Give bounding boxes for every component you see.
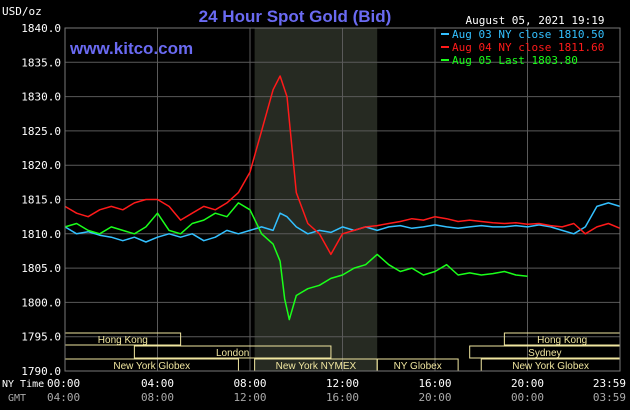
y-axis-ticks: 1790.0 1795.0 1800.0 1805.0 1810.0 1815.0 1820… bbox=[21, 22, 61, 378]
x-tick-label-ny: 12:00 bbox=[326, 377, 359, 390]
x-tick-label-gmt: 20:00 bbox=[418, 391, 451, 404]
session-label: Hong Kong bbox=[537, 335, 587, 346]
x-tick-label-ny: 20:00 bbox=[511, 377, 544, 390]
session-label: Sydney bbox=[528, 348, 561, 359]
unit-label: USD/oz bbox=[2, 5, 42, 18]
x-axis-ticks: 00:00 04:00 08:00 12:00 16:00 20:00 23:5904:00… bbox=[47, 377, 626, 404]
y-tick-label: 1830.0 bbox=[21, 91, 61, 104]
y-tick-label: 1835.0 bbox=[21, 56, 61, 69]
y-tick-label: 1810.0 bbox=[21, 228, 61, 241]
y-tick-label: 1820.0 bbox=[21, 159, 61, 172]
legend-entry: Aug 05 Last 1803.80 bbox=[452, 54, 578, 67]
session-label: New York Globex bbox=[113, 361, 190, 372]
session-label: Hong Kong bbox=[98, 335, 148, 346]
x-tick-label-ny: 23:59 bbox=[593, 377, 626, 390]
x-tick-label-ny: 04:00 bbox=[141, 377, 174, 390]
x-tick-label-ny: 08:00 bbox=[233, 377, 266, 390]
session-box bbox=[133, 345, 332, 359]
x-tick-label-gmt: 16:00 bbox=[326, 391, 359, 404]
chart-title: 24 Hour Spot Gold (Bid) bbox=[199, 7, 392, 26]
series-line-3 bbox=[64, 202, 528, 321]
x-tick-label-gmt: 00:00 bbox=[511, 391, 544, 404]
gmt-label: GMT bbox=[8, 393, 26, 404]
session-label: NY Globex bbox=[394, 361, 442, 372]
x-tick-label-gmt: 08:00 bbox=[141, 391, 174, 404]
y-tick-label: 1840.0 bbox=[21, 22, 61, 35]
x-tick-label-gmt: 12:00 bbox=[233, 391, 266, 404]
y-tick-label: 1795.0 bbox=[21, 331, 61, 344]
series-line-2 bbox=[64, 75, 621, 256]
session-label: New York NYMEX bbox=[276, 361, 357, 372]
y-tick-label: 1800.0 bbox=[21, 296, 61, 309]
x-tick-label-ny: 16:00 bbox=[418, 377, 451, 390]
watermark: www.kitco.com bbox=[69, 39, 193, 58]
session-label: New York Globex bbox=[512, 361, 589, 372]
plot-frame bbox=[64, 27, 621, 372]
x-tick-label-gmt: 04:00 bbox=[47, 391, 80, 404]
ny-time-label: NY Time bbox=[2, 379, 44, 390]
legend-entry: Aug 03 NY close 1810.50 bbox=[452, 28, 604, 41]
legend-entry: Aug 04 NY close 1811.60 bbox=[452, 41, 604, 54]
y-tick-label: 1805.0 bbox=[21, 262, 61, 275]
y-tick-label: 1815.0 bbox=[21, 194, 61, 207]
x-tick-label-ny: 00:00 bbox=[47, 377, 80, 390]
y-tick-label: 1790.0 bbox=[21, 365, 61, 378]
market-sessions: Hong Kong Hong Kong London Sydney New York G… bbox=[64, 332, 621, 372]
series-line-1 bbox=[64, 202, 621, 243]
x-tick-label-gmt: 03:59 bbox=[593, 391, 626, 404]
session-label: London bbox=[216, 348, 249, 359]
y-tick-label: 1825.0 bbox=[21, 125, 61, 138]
timestamp: August 05, 2021 19:19 bbox=[465, 14, 604, 27]
series-lines bbox=[64, 75, 621, 321]
